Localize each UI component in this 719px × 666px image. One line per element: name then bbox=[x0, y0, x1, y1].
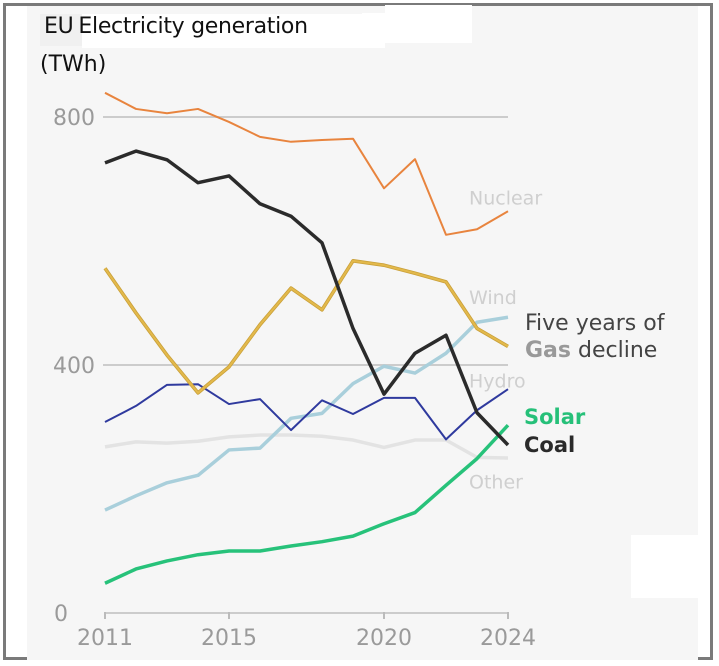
blank-patch bbox=[362, 13, 385, 48]
plot-background bbox=[27, 6, 698, 660]
series-line-coal bbox=[104, 149, 510, 447]
series-line-gas bbox=[104, 259, 509, 394]
y-tick-label-400: 400 bbox=[53, 354, 95, 379]
series-label-wind: Wind bbox=[469, 287, 517, 309]
annotation-line2: Gas decline bbox=[525, 337, 664, 364]
title-main: Electricity generation bbox=[78, 14, 308, 39]
series-label-nuclear: Nuclear bbox=[469, 188, 542, 210]
series-line-hydro bbox=[104, 383, 509, 441]
annotation-gas: Gas bbox=[525, 338, 571, 363]
series-line-solar bbox=[104, 423, 510, 585]
series-label-other: Other bbox=[469, 472, 523, 494]
series-line-wind bbox=[104, 315, 509, 512]
title-background bbox=[82, 14, 365, 48]
x-tick-label-2011: 2011 bbox=[77, 626, 133, 651]
series-line-nuclear bbox=[104, 91, 509, 236]
chart-unit: (TWh) bbox=[40, 52, 107, 77]
x-tick-label-2020: 2020 bbox=[356, 626, 412, 651]
y-tick-label-800: 800 bbox=[53, 106, 95, 131]
x-tick-label-2024: 2024 bbox=[480, 626, 536, 651]
x-tick-label-2015: 2015 bbox=[201, 626, 257, 651]
legend-solar: Solar bbox=[524, 405, 586, 429]
series-label-hydro: Hydro bbox=[469, 371, 526, 393]
blank-patch bbox=[385, 5, 472, 43]
title-prefix: EU bbox=[44, 14, 74, 39]
annotation-line1: Five years of bbox=[525, 311, 665, 336]
series-line-other bbox=[104, 433, 509, 460]
right-margin bbox=[698, 6, 710, 657]
gas-annotation: Five years of Gas decline bbox=[525, 310, 664, 364]
chart-title: EU Electricity generation bbox=[44, 14, 313, 39]
blank-patch bbox=[631, 535, 698, 598]
series-line-gas-outline bbox=[103, 259, 509, 395]
legend-coal: Coal bbox=[524, 433, 576, 457]
y-tick-label-0: 0 bbox=[54, 602, 68, 627]
title-prefix-background bbox=[40, 14, 82, 46]
annotation-rest: decline bbox=[578, 338, 658, 363]
